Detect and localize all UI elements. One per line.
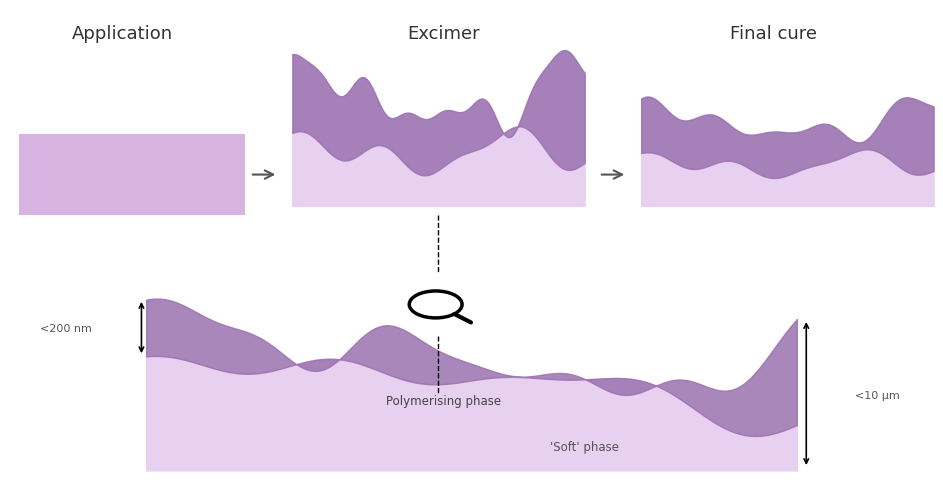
Text: 'Soft' phase: 'Soft' phase bbox=[550, 440, 620, 453]
Text: Excimer: Excimer bbox=[406, 24, 480, 43]
Text: <200 nm: <200 nm bbox=[40, 323, 92, 333]
Text: Polymerising phase: Polymerising phase bbox=[386, 394, 501, 408]
Text: Application: Application bbox=[72, 24, 174, 43]
Text: Final cure: Final cure bbox=[730, 24, 817, 43]
FancyBboxPatch shape bbox=[19, 134, 245, 216]
Text: <10 μm: <10 μm bbox=[854, 390, 900, 400]
